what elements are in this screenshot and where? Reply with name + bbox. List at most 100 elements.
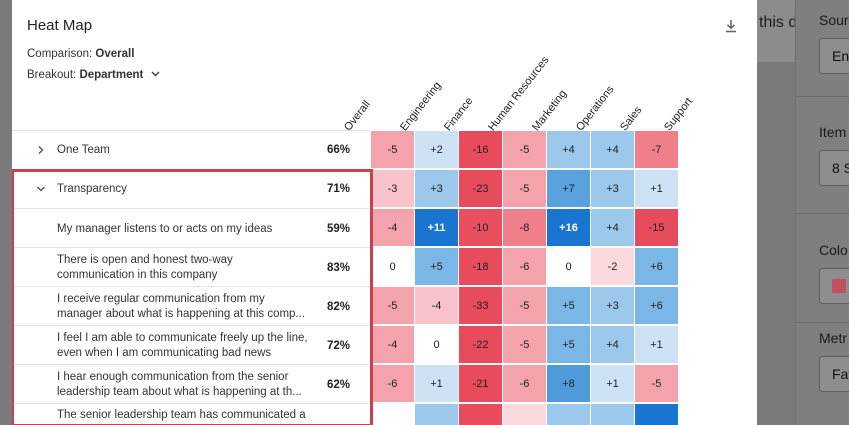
heatmap-cell: 0 [371, 248, 415, 286]
heatmap-cell: +11 [415, 209, 459, 247]
heatmap-cell: +3 [415, 170, 459, 208]
table-row[interactable]: There is open and honest two-way communi… [12, 247, 370, 286]
background-title-strip: this da [757, 0, 806, 62]
source-label: Sour [819, 12, 849, 28]
row-overall-value: 82% [327, 301, 351, 313]
row-label: The senior leadership team has communica… [57, 409, 306, 421]
metric-label: Metr [819, 330, 847, 346]
breakout-value: Department [79, 69, 144, 81]
breakout-dropdown[interactable]: Department [79, 69, 160, 81]
column-header-support: Support [662, 95, 696, 134]
table-row[interactable]: The senior leadership team has communica… [12, 403, 370, 425]
color-select[interactable] [819, 268, 849, 304]
column-header-finance: Finance [442, 95, 476, 134]
heatmap-cell: +1 [635, 170, 679, 208]
heatmap-cell: -6 [503, 365, 547, 403]
metric-select[interactable]: Fav [819, 356, 849, 392]
heatmap-cell: -16 [459, 131, 503, 169]
chevron-down-icon [151, 71, 160, 77]
heatmap-cell: +4 [591, 326, 635, 364]
row-overall-value: 62% [327, 379, 351, 391]
heatmap-cell: -10 [459, 209, 503, 247]
column-header-operations: Operations [574, 83, 617, 134]
heatmap-cell: -5 [371, 287, 415, 325]
heat-map-modal: Heat Map Comparison: Overall Breakout: D… [12, 0, 757, 425]
heatmap-cell: +4 [547, 131, 591, 169]
heatmap-cell: +4 [591, 209, 635, 247]
table-row[interactable]: I hear enough communication from the sen… [12, 364, 370, 403]
column-header-marketing: Marketing [530, 87, 570, 134]
row-label: I receive regular communication from my … [57, 293, 306, 320]
background-title-text: this da [759, 14, 807, 31]
heatmap-cell: -3 [371, 170, 415, 208]
row-label: One Team [57, 144, 110, 156]
heatmap-cell [635, 404, 679, 425]
heatmap-cell: +4 [591, 131, 635, 169]
modal-title: Heat Map [27, 17, 93, 34]
heatmap-cell: +3 [591, 287, 635, 325]
heatmap-cell: -8 [503, 209, 547, 247]
heatmap-cell: +1 [415, 365, 459, 403]
row-label: I hear enough communication from the sen… [57, 371, 302, 398]
row-label: I feel I am able to communicate freely u… [57, 332, 308, 359]
heatmap-cell: 0 [415, 326, 459, 364]
items-select[interactable]: 8 S [819, 150, 849, 186]
column-header-sales: Sales [618, 104, 645, 134]
table-row[interactable]: One Team 66% [12, 130, 370, 169]
heatmap-cell: -5 [503, 170, 547, 208]
items-label: Item [819, 124, 847, 140]
heatmap-cell: -23 [459, 170, 503, 208]
heatmap-cell: -33 [459, 287, 503, 325]
heatmap-cell [503, 404, 547, 425]
chevron-down-icon[interactable] [36, 184, 46, 194]
row-overall-value: 71% [327, 183, 351, 195]
table-row[interactable]: I feel I am able to communicate freely u… [12, 325, 370, 364]
heatmap-cell [547, 404, 591, 425]
row-overall-value: 66% [327, 144, 351, 156]
heatmap-cell: -5 [503, 326, 547, 364]
heatmap-cell: +1 [591, 365, 635, 403]
heatmap-cell: -6 [371, 365, 415, 403]
heatmap-cell: +7 [547, 170, 591, 208]
heatmap-cell: +5 [415, 248, 459, 286]
heatmap-cell: -4 [371, 209, 415, 247]
panel-divider [796, 213, 849, 214]
heatmap-cell: +1 [635, 326, 679, 364]
heatmap-cell: +6 [635, 248, 679, 286]
row-label: Transparency [57, 183, 127, 195]
breakout-info: Breakout: Department [27, 69, 160, 81]
table-row[interactable]: My manager listens to or acts on my idea… [12, 208, 370, 247]
download-icon[interactable] [723, 18, 739, 34]
heatmap-cell: +5 [547, 326, 591, 364]
row-overall-value: 72% [327, 340, 351, 352]
panel-divider [796, 96, 849, 97]
heatmap-cell [371, 404, 415, 425]
table-row[interactable]: I receive regular communication from my … [12, 286, 370, 325]
heatmap-cell: -21 [459, 365, 503, 403]
heatmap-cell: +8 [547, 365, 591, 403]
heatmap-cell [459, 404, 503, 425]
row-overall-value: 59% [327, 223, 351, 235]
color-swatch [832, 279, 846, 293]
column-header-engineering: Engineering [398, 79, 444, 134]
comparison-info: Comparison: Overall [27, 48, 134, 60]
heatmap-cell: -5 [371, 131, 415, 169]
chevron-right-icon[interactable] [36, 145, 46, 155]
heatmap-cell: -5 [635, 365, 679, 403]
heatmap-cell: -4 [371, 326, 415, 364]
color-label: Colo [819, 242, 848, 258]
heatmap-cell [415, 404, 459, 425]
heatmap-cell: -5 [503, 287, 547, 325]
heatmap-cell: -7 [635, 131, 679, 169]
heatmap-cell: +6 [635, 287, 679, 325]
row-label: There is open and honest two-way communi… [57, 254, 233, 281]
source-select[interactable]: En [819, 38, 849, 74]
heatmap-cell: +2 [415, 131, 459, 169]
breakout-label: Breakout: [27, 69, 77, 81]
heatmap-cell: -2 [591, 248, 635, 286]
heatmap-cell: +3 [591, 170, 635, 208]
settings-panel: Sour En Item 8 S Colo Metr Fav [795, 0, 849, 425]
table-row[interactable]: Transparency 71% [12, 169, 370, 208]
heatmap-cell: -5 [503, 131, 547, 169]
heatmap-cell: 0 [547, 248, 591, 286]
